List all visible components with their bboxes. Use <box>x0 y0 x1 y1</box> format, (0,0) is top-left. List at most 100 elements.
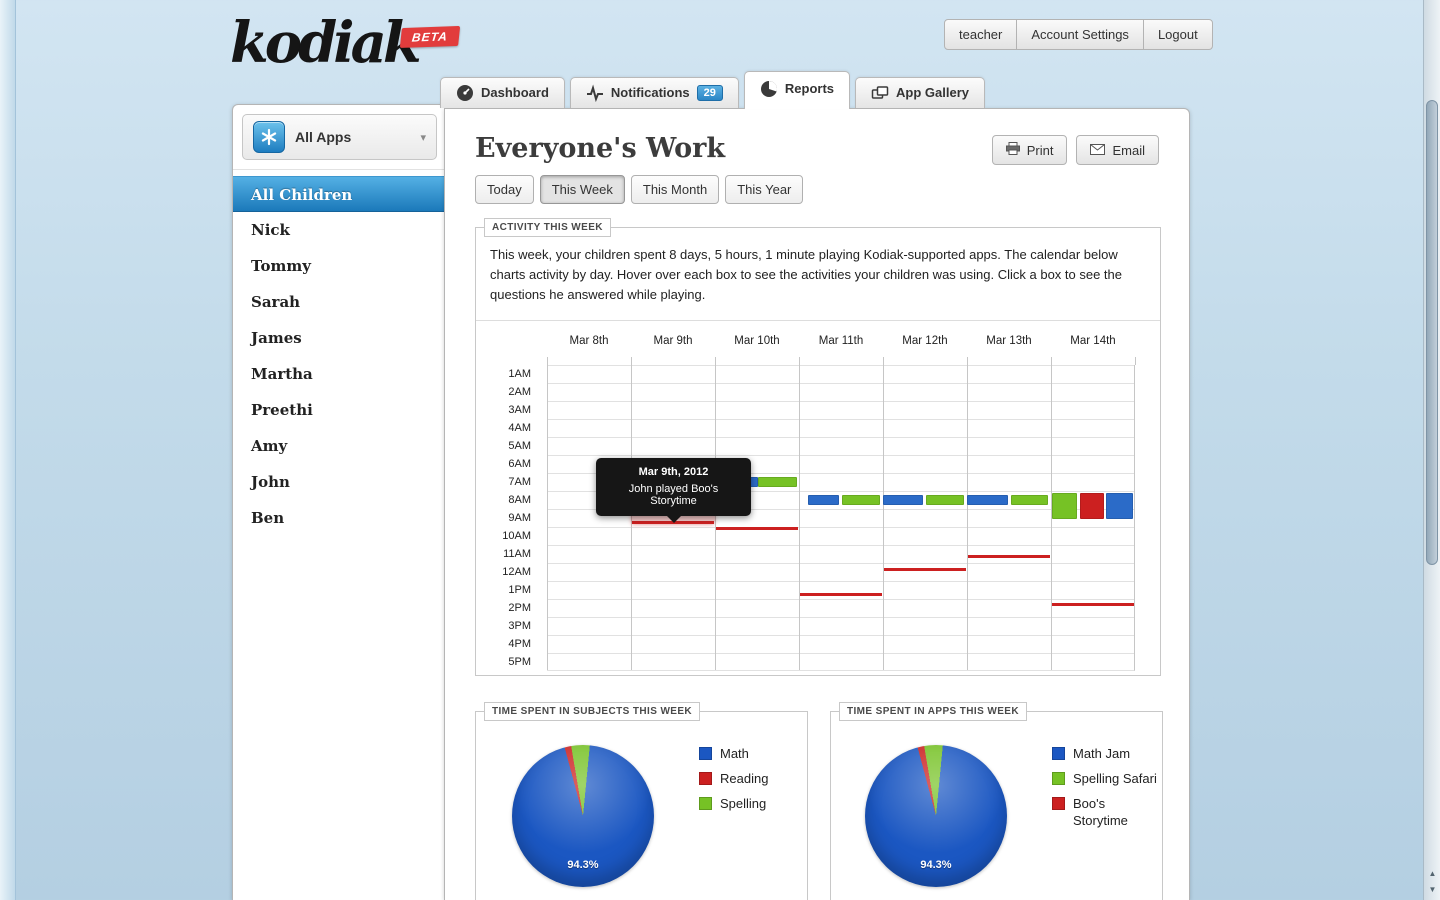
column-label: Mar 11th <box>818 335 864 347</box>
tab-app-gallery[interactable]: App Gallery <box>855 77 985 108</box>
activity-block[interactable] <box>757 477 798 487</box>
apps-pie-value: 94.3% <box>920 859 952 871</box>
activity-block[interactable] <box>1079 493 1104 519</box>
sidebar-item-james[interactable]: James <box>251 329 302 347</box>
apps-panel-label: TIME SPENT IN APPS THIS WEEK <box>839 702 1027 721</box>
legend-label: Reading <box>720 770 769 786</box>
filter-this-month[interactable]: This Month <box>630 175 720 204</box>
activity-block[interactable] <box>1010 495 1049 505</box>
all-apps-dropdown[interactable]: All Apps ▾ <box>242 114 437 160</box>
legend-label: Spelling Safari <box>1073 770 1157 786</box>
legend-swatch <box>1052 796 1065 810</box>
legend-swatch <box>1052 771 1065 785</box>
tab-dashboard[interactable]: Dashboard <box>440 77 565 108</box>
scroll-up-icon[interactable]: ▲ <box>1428 869 1437 878</box>
tab-label: Dashboard <box>481 85 549 100</box>
filter-this-week[interactable]: This Week <box>539 175 625 204</box>
email-button[interactable]: Email <box>1076 135 1159 165</box>
page-title: Everyone's Work <box>475 133 726 164</box>
tab-reports[interactable]: Reports <box>743 71 851 109</box>
row-label: 8AM <box>508 494 531 506</box>
sidebar-item-sarah[interactable]: Sarah <box>251 293 301 311</box>
sidebar-item-ben[interactable]: Ben <box>251 509 285 527</box>
sidebar-item-preethi[interactable]: Preethi <box>251 401 313 419</box>
tab-label: Notifications <box>610 85 690 100</box>
subjects-panel: TIME SPENT IN SUBJECTS THIS WEEK 94.3% M… <box>475 702 808 900</box>
sidebar-item-john[interactable]: John <box>251 473 290 491</box>
activity-line[interactable] <box>716 527 798 530</box>
sidebar-item-amy[interactable]: Amy <box>251 437 288 455</box>
kodiak-logo: kodiak <box>230 10 422 76</box>
activity-line[interactable] <box>800 593 882 596</box>
reports-icon <box>760 80 778 98</box>
sidebar-item-nick[interactable]: Nick <box>251 221 290 239</box>
all-apps-label: All Apps <box>295 129 352 145</box>
notifications-icon <box>586 84 604 102</box>
activity-block[interactable] <box>1106 493 1134 519</box>
row-label: 2PM <box>508 602 531 614</box>
sidebar-item-all-children[interactable]: All Children <box>233 176 460 212</box>
tab-notifications[interactable]: Notifications 29 <box>569 77 739 108</box>
activity-grid: Mar 8th Mar 9th Mar 10th Mar 11th Mar 12th Ma… <box>502 335 1136 671</box>
tab-label: App Gallery <box>896 85 969 100</box>
activity-tooltip: Mar 9th, 2012 John played Boo's Storytim… <box>596 458 751 523</box>
row-label: 4PM <box>508 638 531 650</box>
filter-today[interactable]: Today <box>475 175 534 204</box>
vertical-scrollbar[interactable]: ▲ ▼ <box>1423 0 1440 900</box>
row-label: 7AM <box>508 476 531 488</box>
user-menu-teacher[interactable]: teacher <box>944 19 1018 50</box>
dashboard-icon <box>456 84 474 102</box>
tooltip-date: Mar 9th, 2012 <box>638 466 709 478</box>
row-label: 4AM <box>508 422 531 434</box>
beta-badge: BETA <box>399 25 460 49</box>
subjects-legend: Math Reading Spelling <box>699 746 768 821</box>
legend-item: Spelling <box>699 796 768 813</box>
filter-bar: Today This Week This Month This Year <box>475 175 804 204</box>
apps-panel: TIME SPENT IN APPS THIS WEEK 94.3% Math … <box>830 702 1163 900</box>
legend-label: Math Jam <box>1073 746 1131 761</box>
activity-block[interactable] <box>883 495 924 505</box>
legend-item: Spelling Safari <box>1052 771 1162 788</box>
row-label: 12AM <box>502 566 531 578</box>
legend-label: Boo's Storytime <box>1073 795 1128 828</box>
tooltip-text: John played Boo's Storytime <box>628 483 719 507</box>
sidebar: All Apps ▾ All Children Nick Tommy Sarah Jam… <box>232 104 460 900</box>
scrollbar-thumb[interactable] <box>1426 100 1438 565</box>
sidebar-item-martha[interactable]: Martha <box>251 365 313 383</box>
legend-item: Boo's Storytime <box>1052 796 1162 830</box>
user-menu-account-settings[interactable]: Account Settings <box>1016 19 1144 50</box>
legend-swatch <box>699 771 712 785</box>
print-icon <box>1005 142 1020 158</box>
row-label: 2AM <box>508 386 531 398</box>
subjects-panel-label: TIME SPENT IN SUBJECTS THIS WEEK <box>484 702 701 721</box>
legend-swatch <box>699 747 712 760</box>
column-label: Mar 12th <box>902 335 948 347</box>
activity-block[interactable] <box>841 495 880 505</box>
scroll-down-icon[interactable]: ▼ <box>1428 885 1437 894</box>
filter-this-year[interactable]: This Year <box>725 175 804 204</box>
user-menu: teacher Account Settings Logout <box>944 19 1213 50</box>
activity-block[interactable] <box>925 495 964 505</box>
column-label: Mar 10th <box>734 335 780 347</box>
legend-swatch <box>1052 747 1065 760</box>
sidebar-item-tommy[interactable]: Tommy <box>251 257 311 275</box>
chevron-down-icon: ▾ <box>420 131 426 144</box>
row-label: 1PM <box>508 584 531 596</box>
row-label: 10AM <box>502 530 531 542</box>
app-gallery-icon <box>871 84 889 102</box>
row-label: 3AM <box>508 404 531 416</box>
notifications-badge: 29 <box>696 84 723 101</box>
column-label: Mar 9th <box>653 335 693 347</box>
activity-block[interactable] <box>808 495 840 505</box>
print-button[interactable]: Print <box>991 135 1068 165</box>
activity-line[interactable] <box>884 568 966 571</box>
activity-block[interactable] <box>967 495 1009 505</box>
apps-pie-chart: 94.3% <box>865 745 1007 887</box>
print-label: Print <box>1026 142 1054 158</box>
activity-block[interactable] <box>1051 493 1078 519</box>
row-label: 5AM <box>508 440 531 452</box>
subjects-pie-chart: 94.3% <box>512 745 654 887</box>
activity-line[interactable] <box>968 555 1050 558</box>
activity-line[interactable] <box>1052 603 1134 606</box>
user-menu-logout[interactable]: Logout <box>1142 19 1213 50</box>
